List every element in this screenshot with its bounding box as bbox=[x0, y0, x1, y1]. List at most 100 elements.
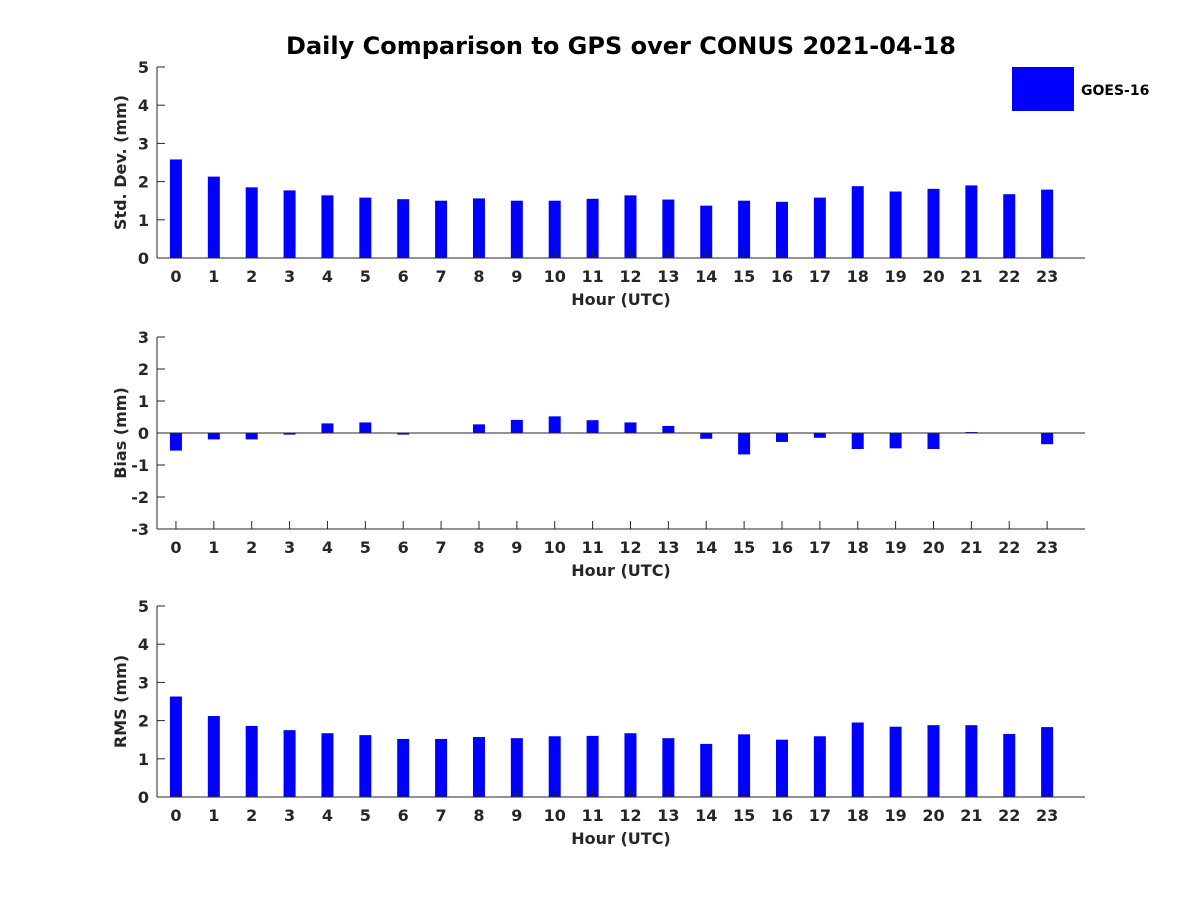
bar-hour-18 bbox=[851, 186, 864, 258]
x-axis-label: Hour (UTC) bbox=[571, 290, 671, 309]
x-tick-label: 19 bbox=[884, 538, 906, 557]
x-tick-label: 23 bbox=[1036, 267, 1058, 286]
bar-hour-8 bbox=[472, 737, 485, 797]
x-tick-label: 1 bbox=[208, 267, 219, 286]
bar-hour-3 bbox=[283, 190, 296, 258]
x-tick-label: 16 bbox=[771, 806, 793, 825]
bar-hour-18 bbox=[851, 433, 864, 449]
bar-hour-8 bbox=[472, 424, 485, 433]
x-tick-label: 22 bbox=[998, 538, 1020, 557]
x-tick-label: 13 bbox=[657, 538, 679, 557]
bar-hour-2 bbox=[245, 725, 258, 797]
bar-hour-11 bbox=[586, 735, 599, 797]
x-tick-label: 1 bbox=[208, 806, 219, 825]
bar-hour-9 bbox=[510, 738, 523, 797]
x-tick-label: 6 bbox=[398, 267, 409, 286]
y-tick-label: 2 bbox=[138, 173, 149, 192]
bar-hour-9 bbox=[510, 200, 523, 258]
bar-hour-2 bbox=[245, 187, 258, 258]
x-tick-label: 14 bbox=[695, 267, 717, 286]
bar-hour-17 bbox=[813, 197, 826, 258]
x-tick-label: 14 bbox=[695, 806, 717, 825]
bar-hour-6 bbox=[397, 199, 410, 258]
bar-hour-0 bbox=[169, 159, 182, 258]
legend-swatch-goes16 bbox=[1012, 67, 1074, 111]
bar-hour-1 bbox=[207, 176, 220, 258]
x-tick-label: 4 bbox=[322, 267, 333, 286]
bar-hour-4 bbox=[321, 423, 334, 433]
bar-hour-12 bbox=[624, 195, 637, 258]
bar-hour-11 bbox=[586, 420, 599, 433]
x-tick-label: 11 bbox=[581, 806, 603, 825]
y-tick-label: 5 bbox=[138, 597, 149, 616]
x-tick-label: 1 bbox=[208, 538, 219, 557]
x-tick-label: 9 bbox=[511, 806, 522, 825]
y-axis-label: Std. Dev. (mm) bbox=[111, 95, 130, 230]
y-tick-label: 3 bbox=[138, 134, 149, 153]
y-tick-label: 0 bbox=[138, 424, 149, 443]
x-tick-label: 8 bbox=[473, 538, 484, 557]
bar-hour-4 bbox=[321, 195, 334, 258]
bar-hour-12 bbox=[624, 422, 637, 433]
bar-hour-1 bbox=[207, 433, 220, 440]
bar-hour-21 bbox=[965, 725, 978, 797]
x-tick-label: 3 bbox=[284, 538, 295, 557]
bar-hour-10 bbox=[548, 416, 561, 433]
y-tick-label: 4 bbox=[138, 96, 149, 115]
bar-hour-3 bbox=[283, 433, 296, 435]
x-tick-label: 7 bbox=[436, 806, 447, 825]
x-tick-label: 16 bbox=[771, 538, 793, 557]
x-tick-label: 12 bbox=[619, 267, 641, 286]
x-tick-label: 8 bbox=[473, 267, 484, 286]
x-tick-label: 3 bbox=[284, 806, 295, 825]
bar-hour-15 bbox=[738, 433, 751, 455]
bar-hour-14 bbox=[700, 205, 713, 258]
bar-hour-4 bbox=[321, 733, 334, 797]
bar-hour-22 bbox=[1003, 194, 1016, 258]
x-tick-label: 20 bbox=[922, 806, 944, 825]
x-tick-label: 17 bbox=[809, 806, 831, 825]
bar-hour-16 bbox=[775, 201, 788, 258]
x-tick-label: 23 bbox=[1036, 806, 1058, 825]
y-tick-label: 4 bbox=[138, 635, 149, 654]
y-axis-label: Bias (mm) bbox=[111, 387, 130, 479]
x-tick-label: 4 bbox=[322, 538, 333, 557]
x-tick-label: 6 bbox=[398, 538, 409, 557]
bar-hour-12 bbox=[624, 733, 637, 797]
bar-hour-7 bbox=[435, 738, 448, 797]
x-tick-label: 17 bbox=[809, 267, 831, 286]
x-tick-label: 21 bbox=[960, 538, 982, 557]
x-tick-label: 22 bbox=[998, 267, 1020, 286]
y-tick-label: 2 bbox=[138, 360, 149, 379]
x-tick-label: 5 bbox=[360, 538, 371, 557]
x-tick-label: 21 bbox=[960, 267, 982, 286]
x-tick-label: 22 bbox=[998, 806, 1020, 825]
x-tick-label: 9 bbox=[511, 267, 522, 286]
y-axis-label: RMS (mm) bbox=[111, 655, 130, 748]
bar-hour-16 bbox=[775, 433, 788, 442]
x-tick-label: 5 bbox=[360, 267, 371, 286]
bar-hour-19 bbox=[889, 726, 902, 797]
y-tick-label: 1 bbox=[138, 211, 149, 230]
bar-hour-10 bbox=[548, 736, 561, 797]
x-tick-label: 10 bbox=[544, 267, 566, 286]
bar-hour-6 bbox=[397, 433, 410, 435]
bar-hour-15 bbox=[738, 734, 751, 797]
bar-hour-0 bbox=[169, 696, 182, 797]
y-tick-label: 2 bbox=[138, 712, 149, 731]
x-tick-label: 11 bbox=[581, 267, 603, 286]
bar-hour-23 bbox=[1041, 433, 1054, 445]
x-tick-label: 23 bbox=[1036, 538, 1058, 557]
bar-hour-23 bbox=[1041, 727, 1054, 797]
bar-hour-22 bbox=[1003, 733, 1016, 797]
bar-hour-0 bbox=[169, 433, 182, 451]
x-tick-label: 2 bbox=[246, 538, 257, 557]
x-tick-label: 3 bbox=[284, 267, 295, 286]
x-tick-label: 17 bbox=[809, 538, 831, 557]
x-tick-label: 18 bbox=[847, 806, 869, 825]
x-tick-label: 5 bbox=[360, 806, 371, 825]
bar-hour-19 bbox=[889, 433, 902, 449]
bar-hour-18 bbox=[851, 722, 864, 797]
